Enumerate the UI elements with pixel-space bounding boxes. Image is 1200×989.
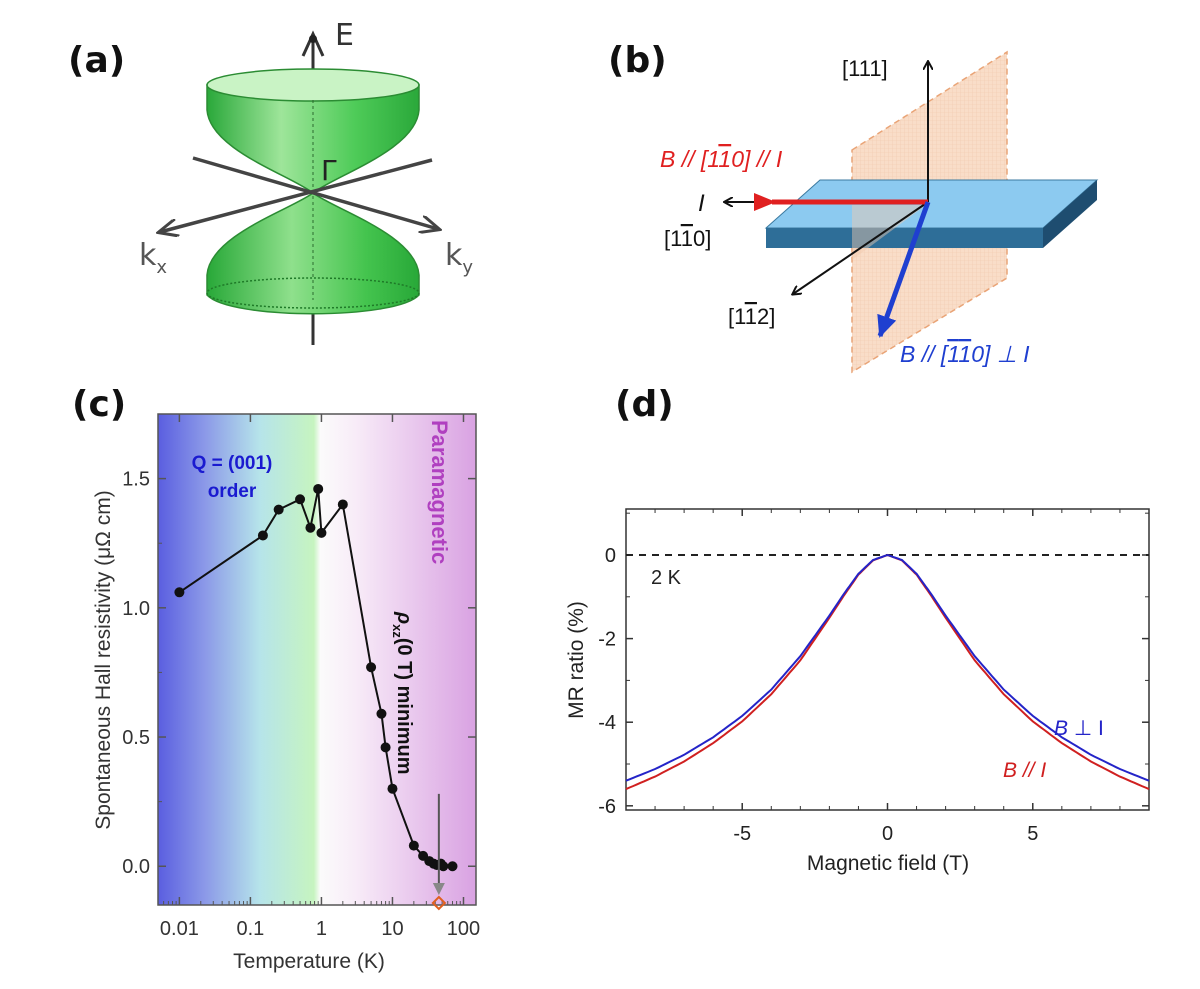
panel-c-label: (c) xyxy=(72,384,127,425)
energy-axis-arrowhead xyxy=(301,30,325,57)
axis-111-label: [111] xyxy=(842,56,888,81)
d-ytick-label: 0 xyxy=(605,545,616,567)
mr-perpendicular-line xyxy=(625,553,1150,782)
hall-data-point xyxy=(295,494,306,505)
axis-1bar10-label: [110] xyxy=(664,226,711,251)
d-xlabel: Magnetic field (T) xyxy=(807,852,969,875)
c-ytick-label: 0.5 xyxy=(122,727,150,749)
minimum-pointer-arrowhead xyxy=(432,883,445,895)
plane-overlay xyxy=(852,205,926,260)
ordered-region-label-1: Q = (001) xyxy=(192,453,273,474)
gamma-point-label: Γ xyxy=(321,154,337,187)
b-perpendicular-arrow xyxy=(877,201,931,338)
sample-slab-front xyxy=(766,228,1043,248)
minimum-annotation: ρxz(0 T) minimum xyxy=(390,611,415,775)
hall-data-point xyxy=(174,587,185,598)
hall-data-point xyxy=(447,861,458,872)
b-perpendicular-label: B // [110] ⊥ I xyxy=(900,341,1030,367)
legend-parallel: B // I xyxy=(1003,759,1046,782)
hall-data-point xyxy=(366,662,377,673)
hall-data-point xyxy=(313,483,324,494)
panel-c-chart: 0.01 0.1 1 10 100 0.0 0.5 1.0 1.5 Q = (001) orde… xyxy=(92,413,480,973)
d-ytick-label: -4 xyxy=(598,712,616,734)
ky-label: ky xyxy=(445,238,473,278)
c-xtick-label: 10 xyxy=(381,918,403,940)
c-ytick-label: 1.5 xyxy=(122,469,150,491)
d-ytick-label: -2 xyxy=(598,629,616,651)
c-xlabel: Temperature (K) xyxy=(233,950,385,973)
c-ytick-label: 0.0 xyxy=(122,856,150,878)
minimum-marker xyxy=(431,895,447,911)
panel-a-label: (a) xyxy=(68,40,126,81)
c-xtick-label: 0.1 xyxy=(237,918,265,940)
c-xtick-label: 100 xyxy=(447,918,480,940)
c-ytick-label: 1.0 xyxy=(122,598,150,620)
ky-axis-line xyxy=(192,156,438,229)
legend-perpendicular: B ⊥ I xyxy=(1054,717,1104,740)
c-xtick-label: 0.01 xyxy=(160,918,199,940)
panel-d-chart: -5 0 5 0 -2 -4 -6 2 K B ⊥ I B // I Magnetic fi… xyxy=(565,508,1150,875)
panel-d-frame xyxy=(625,508,1150,811)
d-xtick-label: 5 xyxy=(1027,823,1038,845)
hall-data-point xyxy=(438,861,449,872)
b-parallel-label: B // [110] // I xyxy=(660,146,783,172)
panel-d-label: (d) xyxy=(615,384,674,425)
hall-data-point xyxy=(257,530,268,541)
current-label: I xyxy=(698,190,705,217)
hall-data-point xyxy=(380,742,391,753)
paramagnetic-region-label: Paramagnetic xyxy=(427,420,452,564)
energy-axis-dot xyxy=(309,35,317,43)
lower-cone-rim xyxy=(206,277,420,309)
panel-b-label: (b) xyxy=(608,40,667,81)
d-ytick-label: -6 xyxy=(598,796,616,818)
kx-label: kx xyxy=(139,238,167,278)
d-xtick-label: -5 xyxy=(733,823,751,845)
hall-data-point xyxy=(408,840,419,851)
hall-data-point xyxy=(316,527,327,538)
sample-slab-side xyxy=(1043,180,1097,248)
ordered-region-label-2: order xyxy=(208,481,257,502)
upper-cone-rim xyxy=(206,68,420,102)
hall-data-point xyxy=(387,783,398,794)
c-ylabel: Spontaneous Hall resistivity (μΩ cm) xyxy=(92,490,115,829)
axis-11bar2 xyxy=(793,201,929,294)
hall-data-point xyxy=(273,504,284,515)
energy-axis-label: E xyxy=(335,18,354,53)
hall-data-point xyxy=(305,522,316,533)
c-xtick-label: 1 xyxy=(316,918,327,940)
lower-cone xyxy=(206,192,420,315)
panel-c-frame xyxy=(157,413,477,906)
hall-data-point xyxy=(376,708,387,719)
panel-a-dirac-cone: E kx ky Γ xyxy=(139,18,473,345)
temperature-label: 2 K xyxy=(651,567,682,589)
d-xtick-label: 0 xyxy=(882,823,893,845)
panel-b-geometry: [111] I [110] [112] B // [110] // I B //… xyxy=(660,50,1099,374)
hall-data-point xyxy=(337,499,348,510)
d-ylabel: MR ratio (%) xyxy=(565,601,588,719)
axis-11bar2-label: [112] xyxy=(728,304,775,329)
kx-axis-line xyxy=(160,158,433,232)
